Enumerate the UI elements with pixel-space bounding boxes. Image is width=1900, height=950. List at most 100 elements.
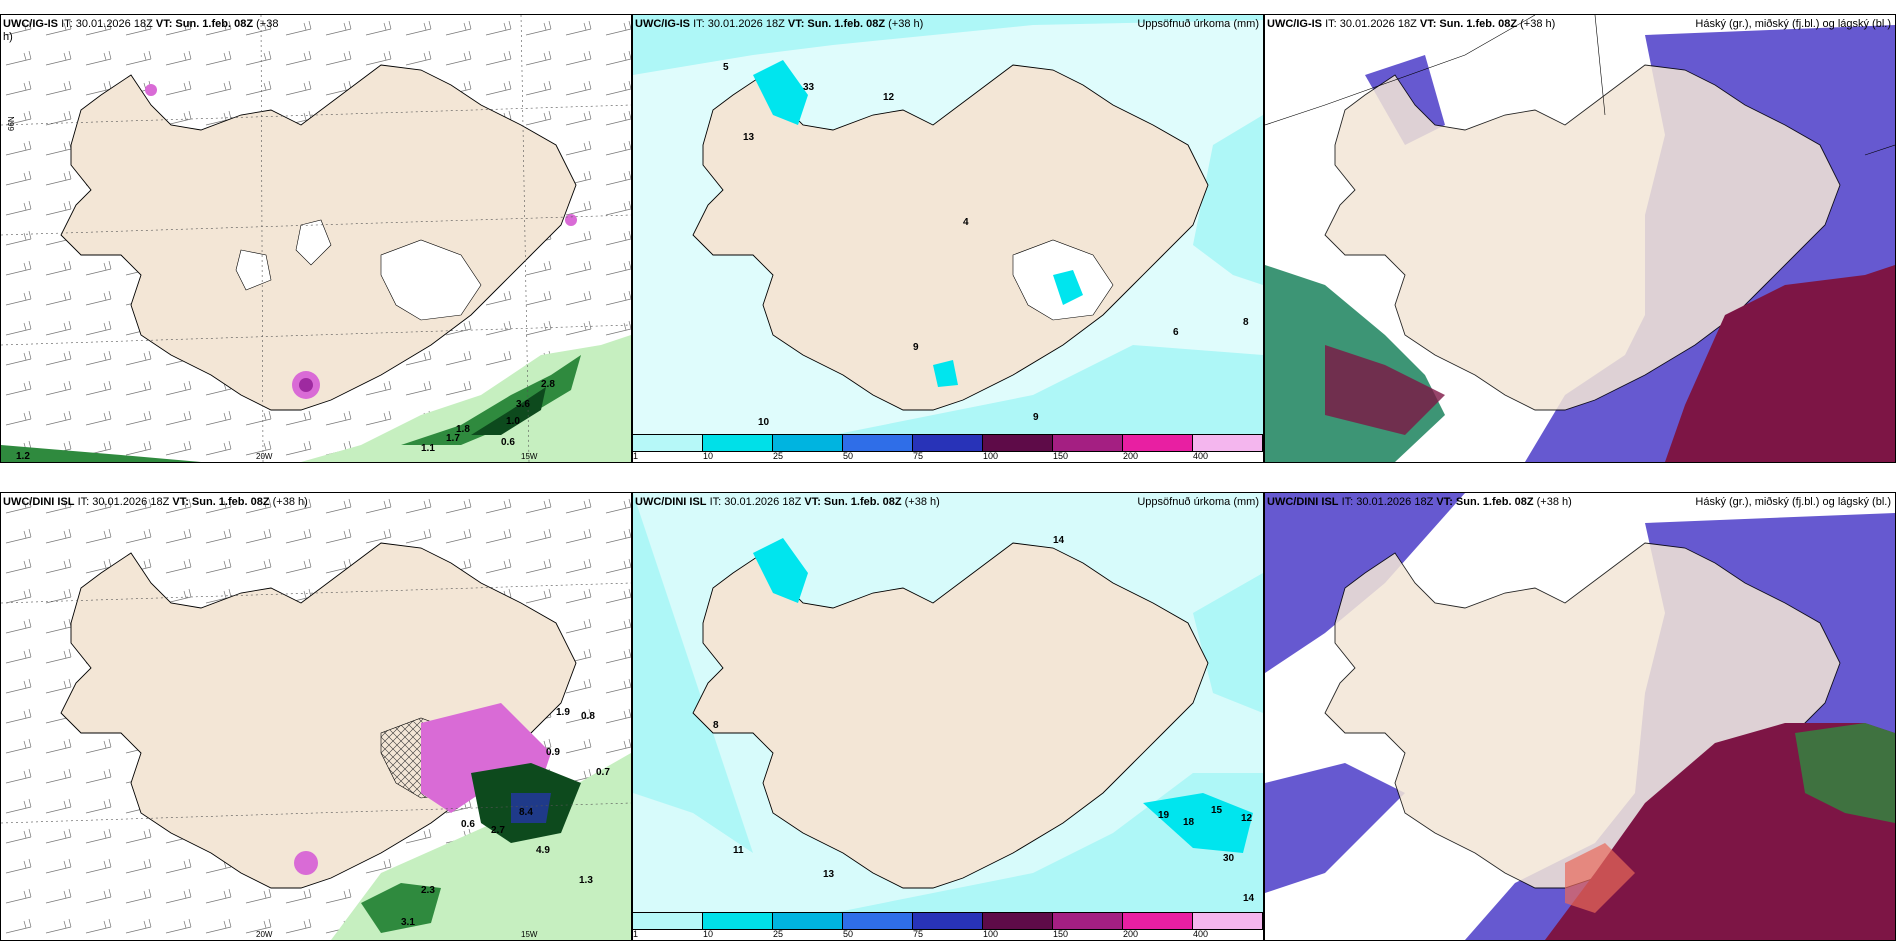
precip-value: 33 <box>803 82 815 93</box>
init-time: IT: 30.01.2026 18Z <box>61 18 153 30</box>
lead-time: (+38 h) <box>904 496 940 508</box>
map-wind-ig: 20W 15W 66N 2.8 3.6 1.0 1.8 1.7 1.1 0.6 … <box>1 15 631 462</box>
precip-value: 12 <box>1241 813 1253 824</box>
legend-tick-label: 75 <box>912 451 923 461</box>
panel-header: UWC/IG-IS IT: 30.01.2026 18Z VT: Sun. 1.… <box>635 18 923 31</box>
legend-tick-label: 150 <box>1053 929 1069 939</box>
panel-clouds-ig: UWC/IG-IS IT: 30.01.2026 18Z VT: Sun. 1.… <box>1264 14 1896 463</box>
legend-tick-label: 50 <box>843 451 854 461</box>
legend-swatch <box>1053 435 1123 451</box>
precip-value: 1.7 <box>446 433 460 444</box>
legend-tick-label: 1 <box>633 929 639 939</box>
panel-header: UWC/DINI ISL IT: 30.01.2026 18Z VT: Sun.… <box>1267 496 1572 509</box>
map-wind-dini: 20W 15W 1.9 0.8 0.9 0.7 8.4 2.7 4.9 0.6 … <box>1 493 631 940</box>
precip-value: 1.0 <box>506 416 520 427</box>
precip-value: 8 <box>1243 317 1249 328</box>
legend-tick-label: 400 <box>1192 929 1209 939</box>
precip-value: 14 <box>1053 535 1065 546</box>
valid-time: VT: Sun. 1.feb. 08Z <box>1419 18 1518 30</box>
legend-tick-label: 10 <box>702 929 713 939</box>
legend-tick-label: 1 <box>633 451 639 461</box>
legend-colorbar <box>633 434 1263 452</box>
panel-title: Uppsöfnuð úrkoma (mm) <box>1137 496 1259 508</box>
precip-value: 13 <box>823 869 835 880</box>
legend-tick-label: 200 <box>1123 451 1139 461</box>
legend-colorbar <box>633 912 1263 930</box>
model-name: UWC/IG-IS <box>3 18 58 30</box>
legend-swatch <box>1193 435 1263 451</box>
legend-swatch <box>1053 913 1123 929</box>
panel-title: Háský (gr.), miðský (fj.bl.) og lágský (… <box>1695 496 1891 508</box>
precip-value: 0.7 <box>596 767 610 778</box>
precip-value: 3.6 <box>516 399 530 410</box>
valid-time: VT: Sun. 1.feb. 08Z <box>1436 496 1534 508</box>
precip-value: 2.8 <box>541 379 555 390</box>
precip-value: 15 <box>1211 805 1223 816</box>
precip-legend: 1 10 25 50 75 100 150 200 400 <box>633 434 1263 462</box>
precip-value: 10 <box>758 417 770 428</box>
legend-ticks: 1 10 25 50 75 100 150 200 400 <box>633 929 1263 939</box>
precip-value: 0.6 <box>461 819 475 830</box>
precip-value: 1.2 <box>16 451 30 462</box>
precip-value: 30 <box>1223 853 1235 864</box>
init-time: IT: 30.01.2026 18Z <box>709 496 802 508</box>
model-name: UWC/DINI ISL <box>3 496 75 508</box>
legend-swatch <box>843 435 913 451</box>
panel-accum-precip-ig: 33 5 13 12 4 6 8 10 9 9 UWC/IG-IS IT: 30… <box>632 14 1264 463</box>
valid-time: VT: Sun. 1.feb. 08Z <box>787 18 886 30</box>
precip-value: 1.9 <box>556 707 570 718</box>
panel-header: UWC/DINI ISL IT: 30.01.2026 18Z VT: Sun.… <box>3 496 308 509</box>
legend-swatch <box>1193 913 1263 929</box>
panel-accum-precip-dini: 19 18 15 12 30 14 14 11 13 8 UWC/DINI IS… <box>632 492 1264 941</box>
precip-value: 5 <box>723 62 729 73</box>
model-name: UWC/DINI ISL <box>1267 496 1339 508</box>
legend-tick-label: 50 <box>843 929 854 939</box>
legend-tick-label: 10 <box>702 451 713 461</box>
precip-value: 18 <box>1183 817 1195 828</box>
model-name: UWC/IG-IS <box>635 18 690 30</box>
precip-value: 2.3 <box>421 885 435 896</box>
precip-value: 8 <box>713 720 719 731</box>
precip-value: 13 <box>743 132 755 143</box>
model-name: UWC/IG-IS <box>1267 18 1322 30</box>
precip-legend: 1 10 25 50 75 100 150 200 400 <box>633 912 1263 940</box>
legend-swatch <box>633 435 703 451</box>
legend-tick-label: 400 <box>1192 451 1209 461</box>
legend-swatch <box>913 435 983 451</box>
legend-ticks: 1 10 25 50 75 100 150 200 400 <box>633 451 1263 461</box>
lead-time-cont: h) <box>3 31 13 43</box>
precip-value: 1.8 <box>456 424 470 435</box>
lon-label-20w: 20W <box>256 930 273 939</box>
panel-wind-precip-ig: 20W 15W 66N 2.8 3.6 1.0 1.8 1.7 1.1 0.6 … <box>0 14 632 463</box>
legend-tick-label: 100 <box>983 451 999 461</box>
precip-value: 1.3 <box>579 875 593 886</box>
panel-header: UWC/IG-IS IT: 30.01.2026 18Z VT: Sun. 1.… <box>1267 18 1555 31</box>
precip-value: 9 <box>913 342 919 353</box>
legend-tick-label: 75 <box>912 929 923 939</box>
lon-label-15w: 15W <box>521 930 538 939</box>
lead-time: (+38 h) <box>272 496 308 508</box>
precip-value: 9 <box>1033 412 1039 423</box>
legend-swatch <box>703 435 773 451</box>
legend-swatch <box>983 913 1053 929</box>
legend-tick-label: 150 <box>1053 451 1069 461</box>
init-time: IT: 30.01.2026 18Z <box>693 18 785 30</box>
precip-value: 11 <box>733 845 744 856</box>
init-time: IT: 30.01.2026 18Z <box>1325 18 1417 30</box>
panel-clouds-dini: UWC/DINI ISL IT: 30.01.2026 18Z VT: Sun.… <box>1264 492 1896 941</box>
precip-value: 0.8 <box>581 711 595 722</box>
legend-swatch <box>913 913 983 929</box>
legend-swatch <box>843 913 913 929</box>
precip-value: 1.1 <box>421 443 435 454</box>
lead-time: (+38 h) <box>888 18 924 30</box>
legend-swatch <box>773 435 843 451</box>
lead-time: (+38 <box>256 18 279 30</box>
valid-time: VT: Sun. 1.feb. 08Z <box>804 496 902 508</box>
legend-swatch <box>1123 435 1193 451</box>
map-precip-dini: 19 18 15 12 30 14 14 11 13 8 <box>633 493 1263 913</box>
precip-value: 8.4 <box>519 807 533 818</box>
panel-wind-precip-dini: 20W 15W 1.9 0.8 0.9 0.7 8.4 2.7 4.9 0.6 … <box>0 492 632 941</box>
panel-title: Uppsöfnuð úrkoma (mm) <box>1137 18 1259 30</box>
precip-value: 6 <box>1173 327 1179 338</box>
lon-label-20w: 20W <box>256 452 273 461</box>
